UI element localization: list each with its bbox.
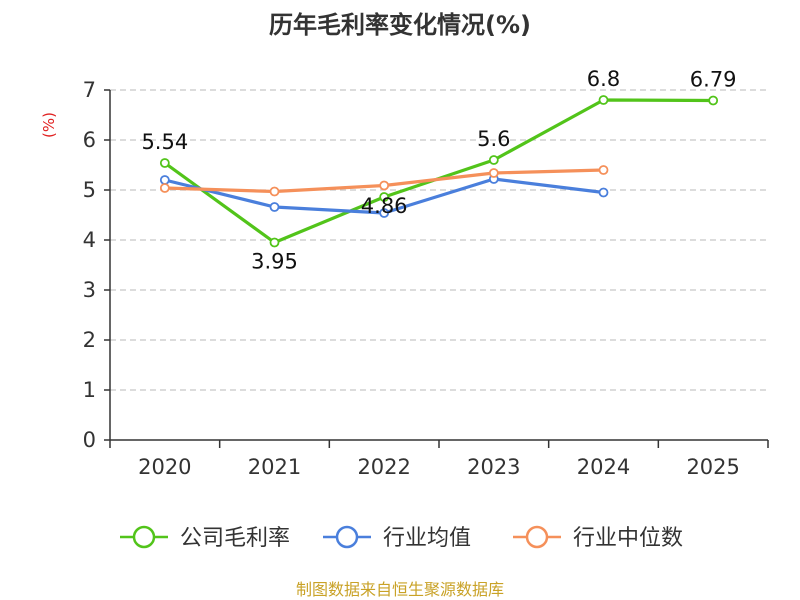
legend-label: 行业均值 (383, 526, 471, 551)
data-point (598, 165, 609, 175)
axes: 0 1 2 3 4 5 6 7 2020 2021 2022 2023 2024 2025 (83, 78, 769, 479)
legend-marker (335, 525, 359, 549)
legend-marker (132, 525, 156, 549)
x-tick-label: 2023 (467, 455, 520, 479)
data-point (598, 187, 609, 198)
data-point (708, 95, 719, 106)
legend-item[interactable]: 公司毛利率 (120, 525, 290, 551)
x-tick-label: 2024 (577, 455, 630, 479)
legend-item[interactable]: 行业均值 (323, 525, 471, 551)
data-point (379, 180, 390, 191)
x-tick-label: 2025 (686, 455, 739, 479)
legend-label: 行业中位数 (573, 526, 683, 551)
data-point (269, 186, 280, 197)
data-label: 5.6 (477, 127, 510, 151)
legend[interactable]: 公司毛利率 行业均值 行业中位数 (120, 525, 683, 551)
y-tick-label: 0 (83, 428, 96, 452)
data-point (269, 202, 280, 212)
data-point (379, 192, 390, 202)
chart-title: 历年毛利率变化情况(%) (269, 11, 531, 39)
data-point (269, 237, 280, 248)
x-tick-label: 2020 (138, 455, 191, 479)
y-axis-label: (%) (40, 112, 58, 138)
data-point (598, 95, 609, 105)
y-tick-label: 5 (83, 178, 96, 202)
data-label: 6.79 (690, 68, 737, 92)
legend-marker (525, 525, 549, 549)
data-labels: 5.54 3.95 4.86 5.6 6.8 6.79 (141, 67, 736, 274)
data-point (159, 183, 170, 193)
data-point (159, 158, 170, 168)
data-point (159, 175, 170, 185)
y-tick-label: 6 (83, 128, 96, 152)
y-tick-label: 3 (83, 278, 96, 302)
data-label: 6.8 (587, 67, 620, 91)
legend-item[interactable]: 行业中位数 (513, 525, 683, 551)
grid-lines (110, 89, 768, 391)
source-note: 制图数据来自恒生聚源数据库 (296, 580, 504, 599)
y-tick-label: 7 (83, 78, 96, 102)
data-label: 4.86 (361, 194, 408, 218)
x-tick-label: 2022 (357, 455, 410, 479)
y-tick-label: 2 (83, 328, 96, 352)
data-point (488, 155, 499, 165)
data-label: 3.95 (251, 250, 298, 274)
y-tick-label: 1 (83, 378, 96, 402)
x-tick-label: 2021 (248, 455, 301, 479)
data-label: 5.54 (141, 130, 188, 154)
data-point (379, 208, 390, 218)
data-point (488, 168, 499, 178)
series-line (163, 98, 714, 245)
series-lines (159, 95, 719, 248)
y-tick-label: 4 (83, 228, 96, 252)
legend-label: 公司毛利率 (180, 526, 290, 551)
